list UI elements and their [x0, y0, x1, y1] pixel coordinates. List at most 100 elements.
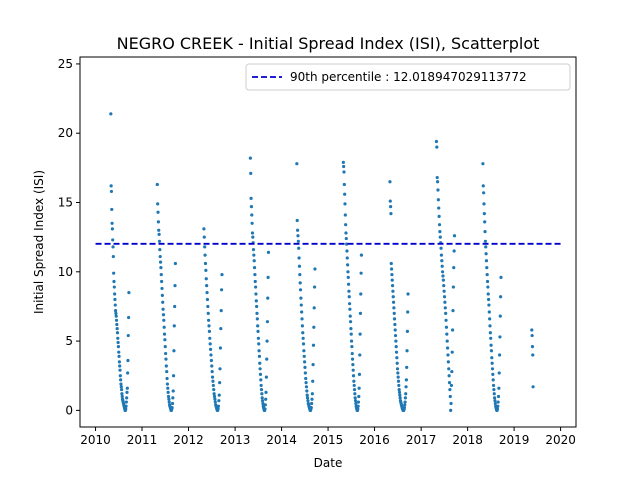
scatter-point — [164, 357, 168, 361]
scatter-point — [483, 230, 487, 234]
scatter-point — [450, 369, 454, 374]
scatter-point — [127, 290, 131, 295]
scatter-point — [297, 264, 302, 268]
scatter-point — [210, 369, 214, 374]
scatter-point — [162, 318, 166, 322]
scatter-point — [342, 182, 346, 187]
scatter-point — [305, 393, 309, 397]
x-axis-label: Date — [314, 456, 343, 470]
scatter-point — [208, 342, 212, 346]
scatter-point — [344, 236, 348, 241]
scatter-point — [493, 399, 497, 403]
scatter-point — [310, 397, 314, 401]
scatter-point — [481, 162, 485, 166]
scatter-point — [111, 238, 115, 242]
scatter-point — [260, 396, 264, 400]
x-tick-label: 2013 — [220, 433, 251, 447]
scatter-point — [161, 307, 165, 311]
scatter-point — [264, 397, 268, 401]
scatter-point — [350, 351, 354, 356]
scatter-point — [397, 387, 401, 392]
scatter-point — [260, 392, 264, 396]
scatter-point — [250, 213, 254, 217]
scatter-point — [204, 277, 208, 281]
scatter-point — [356, 400, 361, 404]
scatter-point — [345, 242, 349, 246]
scatter-point — [208, 336, 212, 340]
scatter-point — [358, 332, 362, 336]
y-tick-label: 10 — [58, 265, 73, 279]
scatter-point — [396, 379, 401, 383]
scatter-point — [158, 260, 163, 264]
scatter-point — [434, 139, 439, 144]
scatter-point — [444, 318, 448, 322]
scatter-point — [530, 345, 535, 349]
scatter-point — [257, 342, 261, 346]
scatter-point — [492, 387, 496, 392]
scatter-point — [158, 254, 162, 259]
scatter-point — [163, 345, 167, 349]
scatter-point — [159, 272, 163, 277]
scatter-point — [342, 170, 346, 174]
scatter-point — [159, 266, 163, 270]
scatter-point — [216, 407, 220, 411]
scatter-point — [343, 202, 347, 206]
scatter-point — [398, 393, 402, 397]
scatter-point — [396, 371, 400, 375]
scatter-point — [405, 329, 409, 333]
scatter-point — [156, 210, 160, 214]
scatter-point — [447, 367, 451, 371]
scatter-point — [305, 389, 309, 393]
scatter-point — [300, 324, 304, 328]
scatter-point — [438, 230, 442, 234]
scatter-point — [217, 393, 221, 397]
scatter-point — [216, 404, 221, 408]
scatter-point — [394, 345, 398, 349]
scatter-point — [165, 382, 170, 386]
scatter-point — [118, 364, 122, 368]
scatter-point — [393, 322, 397, 327]
scatter-point — [302, 349, 306, 353]
scatter-point — [403, 396, 407, 400]
scatter-point — [304, 385, 309, 389]
scatter-point — [113, 297, 117, 302]
scatter-point — [346, 275, 350, 279]
scatter-point — [452, 249, 456, 253]
scatter-point — [396, 375, 400, 379]
scatter-point — [445, 339, 449, 343]
scatter-point — [450, 350, 454, 354]
scatter-point — [210, 375, 215, 379]
legend: 90th percentile : 12.018947029113772 — [245, 63, 571, 91]
x-tick-label: 2011 — [127, 433, 158, 447]
scatter-point — [485, 272, 489, 277]
scatter-point — [445, 332, 449, 336]
scatter-point — [266, 296, 270, 300]
scatter-point — [296, 228, 300, 232]
scatter-point — [249, 196, 253, 200]
scatter-point — [352, 379, 356, 383]
scatter-point — [488, 324, 492, 328]
scatter-point — [109, 189, 114, 194]
scatter-point — [209, 353, 213, 357]
scatter-point — [171, 389, 175, 393]
scatter-point — [437, 214, 441, 218]
scatter-point — [218, 367, 222, 371]
scatter-point — [258, 361, 262, 365]
scatter-point — [301, 331, 305, 335]
scatter-point — [255, 311, 259, 315]
scatter-point — [208, 347, 213, 351]
scatter-point — [263, 407, 267, 411]
scatter-point — [489, 336, 493, 340]
scatter-point — [301, 342, 306, 346]
scatter-point — [498, 314, 502, 318]
scatter-point — [250, 221, 254, 225]
scatter-point — [404, 378, 408, 382]
scatter-point — [259, 387, 264, 392]
scatter-point — [490, 367, 495, 371]
scatter-point — [481, 184, 485, 188]
scatter-point — [252, 266, 257, 270]
scatter-point — [265, 339, 269, 343]
scatter-point — [311, 343, 316, 347]
scatter-point — [117, 354, 121, 358]
scatter-point — [440, 259, 444, 263]
